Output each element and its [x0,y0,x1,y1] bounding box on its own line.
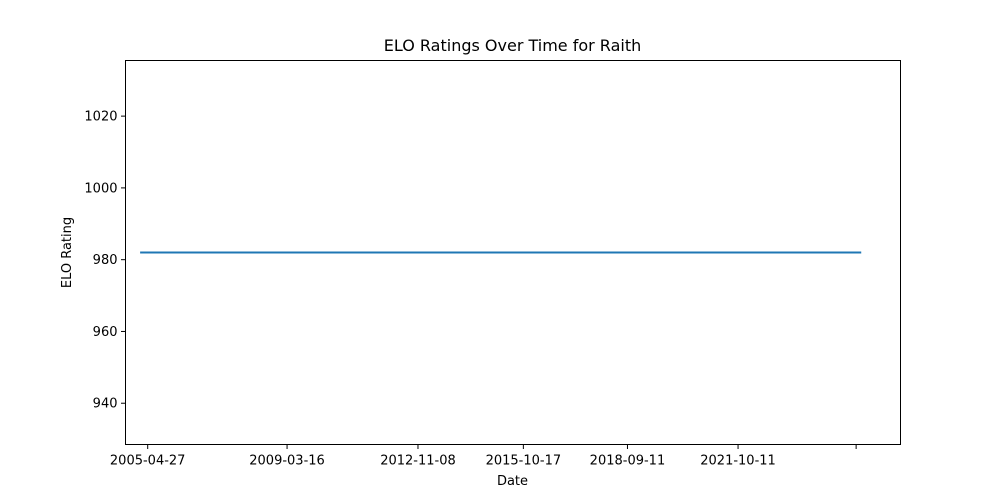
y-axis-ticks: 940 960 980 1000 1020 [84,110,126,412]
y-tick-label: 980 [93,253,118,268]
x-axis-ticks: 2005-04-27 2009-03-16 2012-11-08 2015-10-17… [110,444,857,469]
y-axis-title: ELO Rating [60,217,75,288]
y-tick-label: 1020 [84,110,117,125]
y-tick-label: 1000 [84,181,117,196]
x-tick-label: 2015-10-17 [486,454,562,469]
chart-title: ELO Ratings Over Time for Raith [384,36,641,55]
x-tick-label: 2005-04-27 [110,454,186,469]
y-tick-label: 960 [93,325,118,340]
x-axis-title: Date [497,474,528,489]
x-tick-label: 2012-11-08 [380,454,456,469]
y-tick-label: 940 [93,397,118,412]
x-tick-label: 2021-10-11 [700,454,776,469]
x-tick-label: 2009-03-16 [249,454,325,469]
x-tick-label: 2018-09-11 [590,454,666,469]
plot-area-frame [125,60,901,445]
